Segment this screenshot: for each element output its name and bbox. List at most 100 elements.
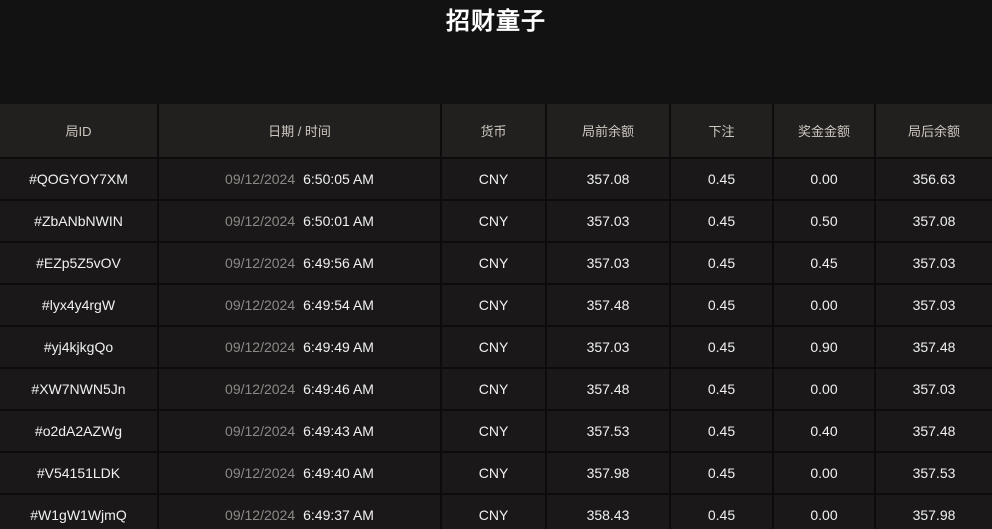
cell-balance-after: 357.48: [876, 411, 992, 451]
cell-bet: 0.45: [671, 201, 772, 241]
header-cell-prize: 奖金金额: [774, 104, 874, 157]
cell-round-id: #QOGYOY7XM: [0, 159, 157, 199]
cell-balance-before: 357.98: [547, 453, 669, 493]
cell-date-time: 09/12/2024 6:49:40 AM: [159, 453, 440, 493]
cell-prize: 0.40: [774, 411, 874, 451]
cell-round-id: #yj4kjkgQo: [0, 327, 157, 367]
cell-prize: 0.00: [774, 159, 874, 199]
header-cell-balance-before: 局前余额: [547, 104, 669, 157]
cell-round-id: #V54151LDK: [0, 453, 157, 493]
cell-round-id: #EZp5Z5vOV: [0, 243, 157, 283]
table-row: #lyx4y4rgW 09/12/2024 6:49:54 AM CNY 357…: [0, 285, 992, 325]
cell-bet: 0.45: [671, 411, 772, 451]
cell-balance-before: 357.03: [547, 327, 669, 367]
title-bar: 招财童子: [0, 0, 992, 104]
cell-balance-after: 356.63: [876, 159, 992, 199]
cell-prize: 0.45: [774, 243, 874, 283]
cell-bet: 0.45: [671, 453, 772, 493]
cell-currency: CNY: [442, 369, 545, 409]
cell-prize: 0.90: [774, 327, 874, 367]
cell-balance-before: 357.48: [547, 285, 669, 325]
cell-currency: CNY: [442, 159, 545, 199]
table-row: #V54151LDK 09/12/2024 6:49:40 AM CNY 357…: [0, 453, 992, 493]
cell-date: 09/12/2024: [225, 381, 296, 397]
page-title: 招财童子: [446, 8, 546, 35]
header-cell-bet: 下注: [671, 104, 772, 157]
table-header-row: 局ID 日期 / 时间 货币 局前余额 下注 奖金金额 局后余额: [0, 104, 992, 157]
cell-currency: CNY: [442, 495, 545, 529]
header-cell-currency: 货币: [442, 104, 545, 157]
cell-balance-after: 357.03: [876, 243, 992, 283]
cell-balance-before: 357.53: [547, 411, 669, 451]
cell-currency: CNY: [442, 285, 545, 325]
cell-balance-after: 357.48: [876, 327, 992, 367]
cell-prize: 0.50: [774, 201, 874, 241]
cell-currency: CNY: [442, 411, 545, 451]
cell-bet: 0.45: [671, 243, 772, 283]
cell-date: 09/12/2024: [225, 255, 296, 271]
cell-bet: 0.45: [671, 327, 772, 367]
cell-time: 6:49:54 AM: [303, 297, 374, 313]
cell-currency: CNY: [442, 327, 545, 367]
cell-round-id: #W1gW1WjmQ: [0, 495, 157, 529]
cell-round-id: #lyx4y4rgW: [0, 285, 157, 325]
cell-balance-before: 357.48: [547, 369, 669, 409]
cell-round-id: #XW7NWN5Jn: [0, 369, 157, 409]
cell-bet: 0.45: [671, 369, 772, 409]
cell-date-time: 09/12/2024 6:49:43 AM: [159, 411, 440, 451]
cell-date: 09/12/2024: [225, 423, 296, 439]
cell-date-time: 09/12/2024 6:50:05 AM: [159, 159, 440, 199]
cell-prize: 0.00: [774, 453, 874, 493]
cell-balance-before: 357.03: [547, 201, 669, 241]
table-row: #o2dA2AZWg 09/12/2024 6:49:43 AM CNY 357…: [0, 411, 992, 451]
cell-round-id: #o2dA2AZWg: [0, 411, 157, 451]
cell-currency: CNY: [442, 243, 545, 283]
cell-balance-after: 357.03: [876, 369, 992, 409]
cell-date: 09/12/2024: [225, 465, 296, 481]
cell-prize: 0.00: [774, 285, 874, 325]
cell-date-time: 09/12/2024 6:49:54 AM: [159, 285, 440, 325]
cell-date-time: 09/12/2024 6:49:37 AM: [159, 495, 440, 529]
cell-time: 6:49:43 AM: [303, 423, 374, 439]
cell-time: 6:49:49 AM: [303, 339, 374, 355]
cell-date: 09/12/2024: [225, 339, 296, 355]
cell-time: 6:50:05 AM: [303, 171, 374, 187]
cell-round-id: #ZbANbNWIN: [0, 201, 157, 241]
cell-time: 6:50:01 AM: [303, 213, 374, 229]
cell-balance-after: 357.08: [876, 201, 992, 241]
header-cell-round-id: 局ID: [0, 104, 157, 157]
cell-date-time: 09/12/2024 6:49:56 AM: [159, 243, 440, 283]
header-cell-date-time: 日期 / 时间: [159, 104, 440, 157]
cell-time: 6:49:56 AM: [303, 255, 374, 271]
cell-bet: 0.45: [671, 285, 772, 325]
cell-date: 09/12/2024: [225, 213, 296, 229]
cell-time: 6:49:46 AM: [303, 381, 374, 397]
cell-time: 6:49:40 AM: [303, 465, 374, 481]
cell-currency: CNY: [442, 453, 545, 493]
cell-date-time: 09/12/2024 6:49:49 AM: [159, 327, 440, 367]
cell-time: 6:49:37 AM: [303, 507, 374, 523]
table-row: #QOGYOY7XM 09/12/2024 6:50:05 AM CNY 357…: [0, 159, 992, 199]
table-row: #W1gW1WjmQ 09/12/2024 6:49:37 AM CNY 358…: [0, 495, 992, 529]
cell-bet: 0.45: [671, 159, 772, 199]
cell-balance-before: 358.43: [547, 495, 669, 529]
cell-balance-after: 357.98: [876, 495, 992, 529]
cell-date: 09/12/2024: [225, 297, 296, 313]
header-cell-balance-after: 局后余额: [876, 104, 992, 157]
cell-prize: 0.00: [774, 495, 874, 529]
cell-date-time: 09/12/2024 6:49:46 AM: [159, 369, 440, 409]
cell-bet: 0.45: [671, 495, 772, 529]
cell-balance-after: 357.53: [876, 453, 992, 493]
cell-date: 09/12/2024: [225, 507, 296, 523]
cell-balance-after: 357.03: [876, 285, 992, 325]
table-row: #XW7NWN5Jn 09/12/2024 6:49:46 AM CNY 357…: [0, 369, 992, 409]
cell-date: 09/12/2024: [225, 171, 296, 187]
game-history-table: 局ID 日期 / 时间 货币 局前余额 下注 奖金金额 局后余额 #QOGYOY…: [0, 104, 992, 529]
table-row: #ZbANbNWIN 09/12/2024 6:50:01 AM CNY 357…: [0, 201, 992, 241]
cell-prize: 0.00: [774, 369, 874, 409]
table-row: #yj4kjkgQo 09/12/2024 6:49:49 AM CNY 357…: [0, 327, 992, 367]
cell-balance-before: 357.08: [547, 159, 669, 199]
cell-currency: CNY: [442, 201, 545, 241]
cell-date-time: 09/12/2024 6:50:01 AM: [159, 201, 440, 241]
cell-balance-before: 357.03: [547, 243, 669, 283]
